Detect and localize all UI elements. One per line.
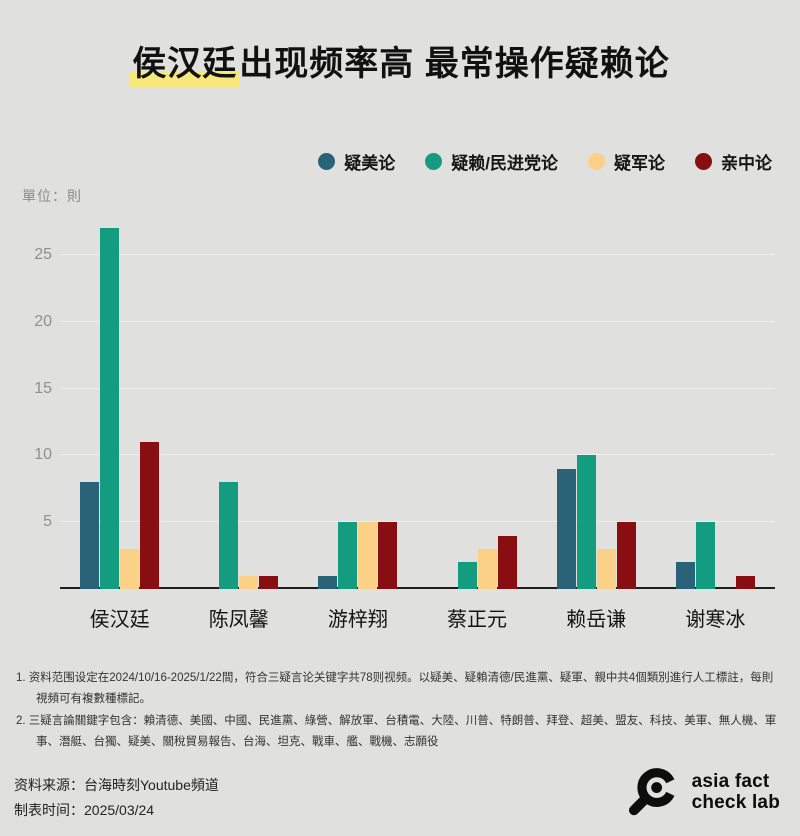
bar-group xyxy=(417,214,536,589)
groups xyxy=(60,214,775,589)
bar xyxy=(477,548,497,589)
logo-line-2: check lab xyxy=(691,792,780,813)
bar xyxy=(378,522,398,589)
title-rest: 出现频率高 最常操作疑赖论 xyxy=(239,45,670,83)
bar xyxy=(695,522,715,589)
bar xyxy=(239,575,259,589)
legend-item: 疑军论 xyxy=(588,149,665,174)
bar xyxy=(259,575,279,589)
legend-label: 疑军论 xyxy=(614,154,665,173)
x-axis-label: 陈凤馨 xyxy=(208,609,269,631)
footnote: 1. 资料范围设定在2024/10/16-2025/1/22間，符合三疑言论关键… xyxy=(16,672,774,706)
bar-group xyxy=(179,214,298,589)
bar xyxy=(318,575,338,589)
legend-dot-icon xyxy=(588,153,605,170)
bar xyxy=(100,228,120,589)
x-axis-label: 侯汉廷 xyxy=(89,609,150,631)
title-highlight: 侯汉廷 xyxy=(130,45,240,88)
legend-item: 疑美论 xyxy=(318,149,395,174)
y-tick-label: 25 xyxy=(34,246,52,263)
unit-label: 單位：則 xyxy=(22,188,82,204)
infographic-page: 侯汉廷出现频率高 最常操作疑赖论 疑美论 疑赖/民进党论 疑军论 亲中论 單位：則 5… xyxy=(0,36,800,836)
bar xyxy=(80,482,100,589)
legend-label: 疑美论 xyxy=(344,154,396,173)
bar xyxy=(120,548,140,589)
legend-dot-icon xyxy=(318,153,336,170)
bar-group xyxy=(60,214,179,589)
bar xyxy=(675,562,695,589)
bar xyxy=(358,522,378,589)
y-tick-label: 15 xyxy=(34,379,52,397)
afcl-logo: asia fact check lab xyxy=(624,764,780,822)
legend-dot-icon xyxy=(425,153,443,170)
y-tick-label: 10 xyxy=(34,446,52,464)
y-tick-label: 20 xyxy=(34,312,52,330)
legend-item: 亲中论 xyxy=(695,149,772,174)
x-axis-label: 谢寒冰 xyxy=(685,609,746,631)
source-block: 资料来源：台海時刻Youtube頻道 制表时间：2025/03/24 xyxy=(14,773,219,822)
bar-group xyxy=(656,214,775,589)
gridline xyxy=(60,387,775,389)
legend-label: 亲中论 xyxy=(721,154,772,173)
legend-dot-icon xyxy=(695,153,712,170)
logo-line-1: asia fact xyxy=(691,771,770,793)
bar xyxy=(497,535,517,589)
legend-label: 疑赖/民进党论 xyxy=(451,154,558,173)
bar xyxy=(140,442,160,589)
plot-area xyxy=(60,214,775,589)
x-axis-labels: 侯汉廷 陈凤馨 游梓翔 蔡正元 赖岳谦 谢寒冰 xyxy=(60,589,775,632)
bottom-row: 资料来源：台海時刻Youtube頻道 制表时间：2025/03/24 asia … xyxy=(14,764,780,822)
chart-legend: 疑美论 疑赖/民进党论 疑军论 亲中论 xyxy=(0,149,772,174)
bar-group xyxy=(298,214,417,589)
footnote: 2. 三疑言論關鍵字包含：賴清德、美國、中國、民進黨、綠營、解放軍、台積電、大陸… xyxy=(16,714,777,748)
logo-text: asia fact check lab xyxy=(692,772,780,813)
bar xyxy=(219,482,239,589)
bar-group xyxy=(537,214,656,589)
gridline xyxy=(60,521,775,523)
magnifier-icon xyxy=(628,768,675,816)
bar xyxy=(616,522,636,589)
y-axis: 5 10 15 20 25 xyxy=(14,214,60,589)
bar-chart: 5 10 15 20 25 xyxy=(14,214,775,589)
gridline xyxy=(60,454,775,456)
gridline xyxy=(60,320,775,322)
y-tick-label: 5 xyxy=(43,513,52,531)
bar xyxy=(735,575,755,589)
bar xyxy=(576,455,596,589)
x-axis-line xyxy=(60,587,775,589)
bar xyxy=(556,468,576,589)
page-title: 侯汉廷出现频率高 最常操作疑赖论 xyxy=(0,36,800,88)
x-axis-label: 蔡正元 xyxy=(447,609,508,631)
gridline xyxy=(60,254,775,255)
bar xyxy=(457,562,477,589)
date-line: 制表时间：2025/03/24 xyxy=(14,801,155,818)
bar xyxy=(338,522,358,589)
x-axis-label: 赖岳谦 xyxy=(566,609,627,631)
x-axis-label: 游梓翔 xyxy=(327,609,388,631)
legend-item: 疑赖/民进党论 xyxy=(425,149,558,174)
bar xyxy=(596,548,616,589)
source-line: 资料来源：台海時刻Youtube頻道 xyxy=(14,777,219,793)
footnotes: 1. 资料范围设定在2024/10/16-2025/1/22間，符合三疑言论关键… xyxy=(16,668,782,753)
